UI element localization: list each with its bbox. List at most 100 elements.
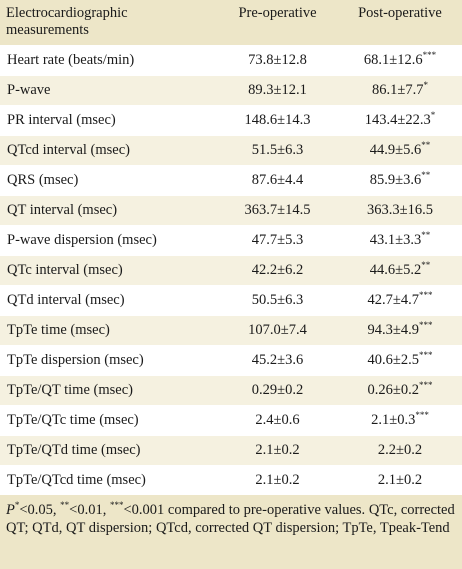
measurement-label: TpTe dispersion (msec) — [0, 345, 217, 376]
pre-operative-value: 45.2±3.6 — [217, 345, 338, 376]
significance-mark: ** — [421, 170, 431, 181]
post-operative-value: 40.6±2.5 — [367, 352, 419, 368]
pre-operative-value: 363.7±14.5 — [217, 195, 338, 226]
pre-operative-value: 47.7±5.3 — [217, 225, 338, 256]
post-operative-cell: 68.1±12.6*** — [338, 45, 462, 76]
footnote-abbreviations: QTc, corrected QT; QTd, QT dispersion; Q… — [6, 502, 455, 536]
post-operative-value: 44.6±5.2 — [369, 262, 422, 278]
table-row: TpTe/QTc time (msec) 2.4±0.6 2.1±0.3*** — [0, 405, 462, 436]
measurement-label: P-wave dispersion (msec) — [0, 225, 217, 256]
post-operative-cell: 2.2±0.2 — [338, 435, 462, 466]
table-row: QTd interval (msec) 50.5±6.3 42.7±4.7*** — [0, 285, 462, 316]
significance-mark: * — [430, 110, 436, 121]
post-operative-value: 86.1±7.7 — [372, 82, 424, 98]
post-operative-value: 68.1±12.6 — [363, 52, 423, 68]
header-post-operative: Post-operative — [358, 5, 442, 21]
pre-operative-value: 50.5±6.3 — [217, 285, 338, 316]
post-operative-cell: 2.1±0.3*** — [338, 405, 462, 436]
table-row: TpTe/QTcd time (msec) 2.1±0.2 2.1±0.2 — [0, 465, 462, 495]
post-operative-cell: 94.3±4.9*** — [338, 315, 462, 346]
measurement-label: PR interval (msec) — [0, 105, 217, 136]
table-row: TpTe/QTd time (msec) 2.1±0.2 2.2±0.2 — [0, 435, 462, 466]
significance-mark: *** — [415, 410, 429, 421]
header-measurements: Electrocardiographic measurements — [6, 5, 128, 38]
footnote-sig2-mark: ** — [60, 500, 70, 511]
significance-mark: ** — [421, 230, 431, 241]
pre-operative-value: 107.0±7.4 — [217, 315, 338, 346]
table-row: Heart rate (beats/min) 73.8±12.8 68.1±12.6… — [0, 45, 462, 76]
footnote-sig1-mark: * — [14, 500, 20, 511]
measurement-label: QRS (msec) — [0, 165, 217, 196]
table-header-row: Electrocardiographic measurements Pre-op… — [0, 0, 462, 46]
measurement-label: TpTe time (msec) — [0, 315, 217, 346]
measurement-label: TpTe/QTcd time (msec) — [0, 465, 217, 495]
significance-mark: * — [423, 80, 428, 91]
post-operative-cell: 2.1±0.2 — [338, 465, 462, 495]
measurements-table: Electrocardiographic measurements Pre-op… — [0, 0, 462, 495]
table-row: TpTe time (msec) 107.0±7.4 94.3±4.9*** — [0, 315, 462, 346]
table-row: P-wave 89.3±12.1 86.1±7.7* — [0, 75, 462, 106]
measurement-label: QTd interval (msec) — [0, 285, 217, 316]
table-footnote: P*<0.05, **<0.01, ***<0.001 compared to … — [0, 495, 462, 569]
post-operative-cell: 363.3±16.5 — [338, 195, 462, 226]
pre-operative-value: 0.29±0.2 — [217, 375, 338, 406]
table-row: QT interval (msec) 363.7±14.5 363.3±16.5 — [0, 195, 462, 226]
post-operative-value: 42.7±4.7 — [367, 292, 419, 308]
table-row: QTc interval (msec) 42.2±6.2 44.6±5.2** — [0, 255, 462, 286]
table-row: QTcd interval (msec) 51.5±6.3 44.9±5.6** — [0, 135, 462, 166]
post-operative-value: 143.4±22.3 — [364, 112, 431, 128]
post-operative-value: 0.26±0.2 — [367, 382, 419, 398]
measurement-label: P-wave — [0, 75, 217, 106]
measurement-label: QTc interval (msec) — [0, 255, 217, 286]
post-operative-value: 2.1±0.3 — [371, 412, 416, 428]
post-operative-cell: 86.1±7.7* — [338, 75, 462, 106]
post-operative-cell: 42.7±4.7*** — [338, 285, 462, 316]
pre-operative-value: 148.6±14.3 — [217, 105, 338, 136]
significance-mark: *** — [418, 350, 433, 361]
pre-operative-value: 2.4±0.6 — [217, 405, 338, 436]
header-pre-operative: Pre-operative — [238, 5, 317, 21]
pre-operative-value: 89.3±12.1 — [217, 75, 338, 106]
significance-mark: *** — [422, 50, 437, 61]
post-operative-cell: 44.6±5.2** — [338, 255, 462, 286]
post-operative-cell: 143.4±22.3* — [338, 105, 462, 136]
pre-operative-value: 51.5±6.3 — [217, 135, 338, 166]
post-operative-value: 44.9±5.6 — [369, 142, 422, 158]
table-row: TpTe dispersion (msec) 45.2±3.6 40.6±2.5**… — [0, 345, 462, 376]
post-operative-cell: 85.9±3.6** — [338, 165, 462, 196]
post-operative-cell: 0.26±0.2*** — [338, 375, 462, 406]
measurement-label: QTcd interval (msec) — [0, 135, 217, 166]
pre-operative-value: 73.8±12.8 — [217, 45, 338, 76]
post-operative-value: 85.9±3.6 — [369, 172, 422, 188]
measurement-label: Heart rate (beats/min) — [0, 45, 217, 76]
table-row: QRS (msec) 87.6±4.4 85.9±3.6** — [0, 165, 462, 196]
pre-operative-value: 42.2±6.2 — [217, 255, 338, 286]
footnote-p-symbol: P — [6, 502, 15, 518]
footnote-sig1-text: <0.05, — [19, 502, 61, 518]
pre-operative-value: 87.6±4.4 — [217, 165, 338, 196]
pre-operative-value: 2.1±0.2 — [217, 465, 338, 495]
significance-mark: *** — [418, 290, 433, 301]
table-body: Heart rate (beats/min) 73.8±12.8 68.1±12.6… — [0, 45, 462, 495]
table-row: TpTe/QT time (msec) 0.29±0.2 0.26±0.2*** — [0, 375, 462, 406]
pre-operative-value: 2.1±0.2 — [217, 435, 338, 466]
footnote-sig3-text: <0.001 compared to pre-operative values. — [123, 502, 366, 518]
post-operative-value: 43.1±3.3 — [369, 232, 422, 248]
post-operative-value: 2.1±0.2 — [377, 472, 423, 488]
post-operative-cell: 43.1±3.3** — [338, 225, 462, 256]
footnote-sig3-mark: *** — [109, 500, 124, 511]
post-operative-cell: 40.6±2.5*** — [338, 345, 462, 376]
significance-mark: *** — [418, 380, 433, 391]
post-operative-value: 363.3±16.5 — [367, 202, 433, 218]
measurement-label: QT interval (msec) — [0, 195, 217, 226]
post-operative-cell: 44.9±5.6** — [338, 135, 462, 166]
post-operative-value: 94.3±4.9 — [367, 322, 419, 338]
significance-mark: ** — [421, 260, 431, 271]
measurement-label: TpTe/QTc time (msec) — [0, 405, 217, 436]
measurement-label: TpTe/QTd time (msec) — [0, 435, 217, 466]
measurement-label: TpTe/QT time (msec) — [0, 375, 217, 406]
table-row: P-wave dispersion (msec) 47.7±5.3 43.1±3.3… — [0, 225, 462, 256]
footnote-sig2-text: <0.01, — [69, 502, 110, 518]
significance-mark: ** — [421, 140, 431, 151]
